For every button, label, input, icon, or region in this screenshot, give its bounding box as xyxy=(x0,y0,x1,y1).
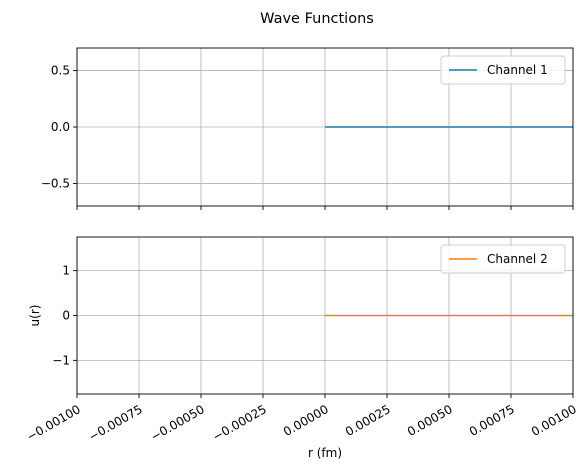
y-tick-label: −1 xyxy=(52,353,70,367)
x-tick-label: −0.00075 xyxy=(86,402,145,444)
y-tick-label: 0 xyxy=(62,309,70,323)
legend-label: Channel 1 xyxy=(487,63,548,77)
subplots: −0.50.00.5 Channel 1−101−0.00100 −0.00075−… xyxy=(24,47,579,444)
y-tick-label: −0.5 xyxy=(41,176,70,190)
legend: Channel 1 xyxy=(440,55,566,85)
y-tick-label: 1 xyxy=(62,264,70,278)
chart-title: Wave Functions xyxy=(260,11,374,27)
x-tick-label: −0.00050 xyxy=(148,402,207,444)
x-tick-label: −0.00025 xyxy=(210,402,269,444)
legend-label: Channel 2 xyxy=(487,252,548,266)
x-tick-label: 0.00100 xyxy=(529,402,579,439)
legend-box xyxy=(440,244,566,274)
y-tick-label: 0.0 xyxy=(51,120,70,134)
y-axis-label: u(r) xyxy=(28,305,42,327)
legend-box xyxy=(440,55,566,85)
y-tick-label: 0.5 xyxy=(51,64,70,78)
x-tick-label: −0.00100 xyxy=(24,402,83,444)
x-tick-label: 0.00050 xyxy=(405,402,455,439)
x-tick-label: 0.00025 xyxy=(343,402,393,439)
x-tick-label: 0.00075 xyxy=(467,402,517,439)
subplot-1: −0.5 0.0 0.5 Channel 1 xyxy=(41,47,574,210)
subplot-2: −1 0 1 −0.00100 −0.00075 −0.00050 −0.00025 0.00… xyxy=(24,236,579,444)
x-tick-label: 0.00000 xyxy=(281,402,331,439)
x-axis-label: r (fm) xyxy=(308,446,342,460)
legend: Channel 2 xyxy=(440,244,566,274)
